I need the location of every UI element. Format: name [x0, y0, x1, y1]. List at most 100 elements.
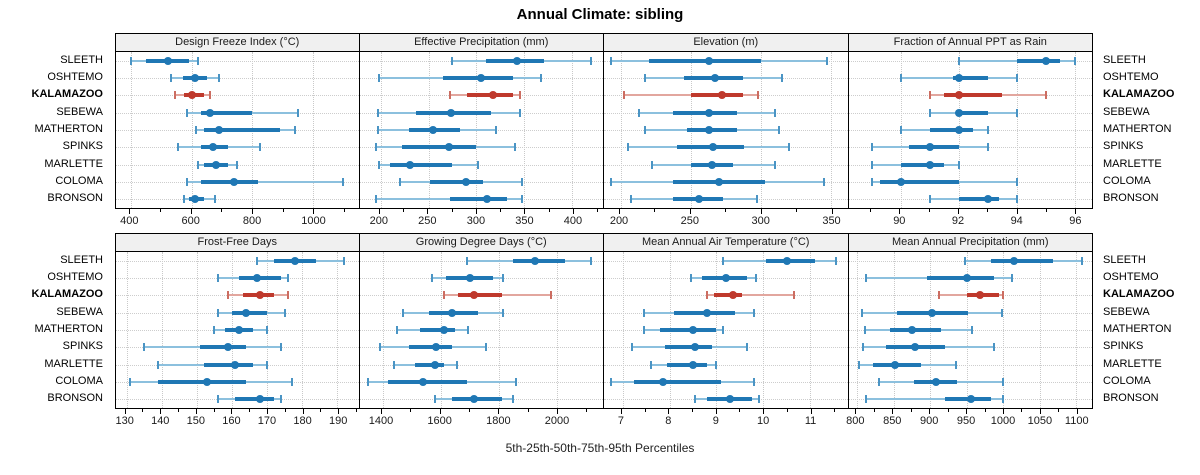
panel-x-axis: 90 92 94 96: [847, 209, 1094, 232]
median-dot: [205, 108, 214, 117]
whisker-cap: [792, 291, 795, 300]
axis-tick-minor: [500, 209, 502, 212]
interval-row-oshtemo: [359, 269, 603, 286]
whisker-cap: [610, 377, 613, 386]
whisker-cap: [1000, 308, 1003, 317]
whisker-cap: [143, 343, 146, 352]
median-dot: [891, 360, 900, 369]
axis-tick-major: [1075, 209, 1077, 214]
row-label-bronson: BRONSON: [1103, 192, 1159, 205]
whisker-cap: [756, 91, 759, 100]
whisker-cap: [129, 377, 132, 386]
whisker-cap: [183, 195, 186, 204]
axis-tick-label: 800: [846, 415, 865, 427]
row-label-sleeth: SLEETH: [60, 53, 103, 66]
axis-tick-major: [129, 209, 131, 214]
iqr-bar: [449, 197, 508, 202]
axis-tick-minor: [1046, 209, 1048, 212]
axis-tick-major: [620, 409, 622, 414]
whisker-cap: [822, 177, 825, 186]
median-dot: [728, 291, 737, 300]
iqr-bar: [634, 379, 722, 384]
axis-tick-label: 600: [181, 215, 200, 227]
median-dot: [235, 325, 243, 334]
median-dot: [224, 343, 233, 352]
iqr-bar: [944, 93, 1003, 98]
whisker-cap: [513, 143, 516, 152]
whisker-cap: [745, 343, 748, 352]
whisker-cap: [1015, 108, 1018, 117]
row-label-sleeth: SLEETH: [1103, 53, 1146, 66]
median-dot: [910, 343, 919, 352]
axis-tick-major: [231, 409, 233, 414]
panel-x-axis: 7 8 9 10 11: [602, 409, 849, 432]
whisker-cap: [715, 360, 718, 369]
median-dot: [695, 195, 704, 204]
panel-x-axis: 200 250 300 350: [602, 209, 849, 232]
median-dot: [461, 177, 470, 186]
axis-tick-minor: [178, 409, 180, 412]
row-label-sebewa: SEBEWA: [56, 305, 103, 318]
interval-row-bronson: [604, 191, 848, 208]
whisker-cap: [378, 343, 381, 352]
gridline-horizontal: [116, 60, 359, 62]
row-label-sebewa: SEBEWA: [1103, 305, 1150, 318]
panel-elevation-m: Elevation (m) 200 250 300 350: [602, 33, 849, 232]
axis-tick-label: 150: [186, 415, 206, 427]
panel-frame: Mean Annual Precipitation (mm): [847, 233, 1093, 409]
row-label-sebewa: SEBEWA: [1103, 105, 1150, 118]
median-dot: [931, 377, 940, 386]
axis-tick-label: 9: [712, 415, 719, 427]
axis-tick-major: [302, 409, 304, 414]
row-label-oshtemo: OSHTEMO: [1103, 70, 1159, 83]
median-dot: [291, 256, 300, 265]
median-dot: [512, 56, 521, 65]
median-dot: [470, 291, 478, 300]
axis-tick-minor: [142, 409, 144, 412]
row-label-sleeth: SLEETH: [60, 253, 103, 266]
whisker-cap: [1002, 395, 1005, 404]
median-dot: [976, 291, 985, 300]
iqr-bar: [235, 397, 275, 402]
iqr-bar: [664, 345, 712, 350]
whisker-cap: [258, 143, 261, 152]
axis-tick-label: 400: [563, 215, 583, 227]
axis-tick-label: 170: [257, 415, 277, 427]
whisker-cap: [518, 91, 521, 100]
median-dot: [691, 343, 700, 352]
row-label-kalamazoo: KALAMAZOO: [31, 288, 104, 301]
panel-header: Growing Degree Days (°C): [359, 234, 603, 252]
axis-tick-label: 190: [328, 415, 348, 427]
whisker-cap: [957, 56, 960, 65]
interval-row-oshtemo: [848, 269, 1092, 286]
whisker-cap: [937, 291, 940, 300]
whisker-cap: [755, 195, 758, 204]
axis-tick-major: [195, 409, 197, 414]
iqr-bar: [929, 127, 974, 132]
axis-tick-minor: [1058, 409, 1060, 412]
median-dot: [707, 160, 716, 169]
median-dot: [782, 256, 791, 265]
axis-tick-major: [1039, 409, 1041, 414]
panel-plot-area: [848, 52, 1092, 208]
row-label-oshtemo: OSHTEMO: [1103, 270, 1159, 283]
whisker-cap: [376, 108, 379, 117]
axis-tick-minor: [213, 409, 215, 412]
median-dot: [721, 273, 730, 282]
interval-row-spinks: [848, 139, 1092, 156]
whisker-cap: [293, 125, 296, 134]
interval-row-marlette: [848, 356, 1092, 373]
whisker-cap: [752, 308, 755, 317]
whisker-cap: [208, 91, 211, 100]
whisker-cap: [130, 56, 133, 65]
whisker-cap: [367, 377, 370, 386]
whisker-cap: [964, 256, 967, 265]
interval-row-bronson: [116, 191, 359, 208]
median-dot: [256, 395, 265, 404]
whisker-cap: [773, 108, 776, 117]
iqr-bar: [388, 379, 467, 384]
row-label-marlette: MARLETTE: [1103, 357, 1162, 370]
median-dot: [163, 56, 172, 65]
axis-tick-minor: [548, 209, 550, 212]
